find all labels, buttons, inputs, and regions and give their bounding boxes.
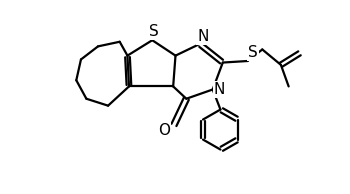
Text: N: N	[214, 82, 225, 97]
Text: N: N	[198, 29, 209, 44]
Text: S: S	[248, 45, 258, 60]
Text: O: O	[158, 123, 170, 138]
Text: S: S	[149, 24, 159, 39]
